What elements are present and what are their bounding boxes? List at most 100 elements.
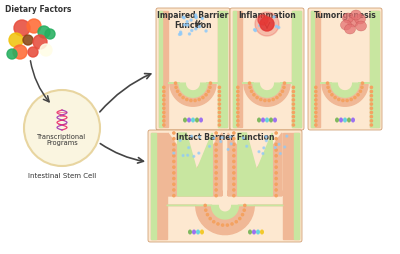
Circle shape (209, 217, 211, 220)
Circle shape (215, 183, 217, 185)
Ellipse shape (257, 118, 261, 122)
Circle shape (334, 97, 336, 99)
Circle shape (243, 209, 245, 211)
Circle shape (173, 149, 175, 151)
Circle shape (276, 25, 278, 27)
Circle shape (370, 124, 372, 126)
Circle shape (24, 90, 100, 166)
Circle shape (173, 160, 175, 163)
Circle shape (163, 103, 165, 105)
Circle shape (254, 29, 256, 31)
Ellipse shape (183, 118, 187, 122)
Circle shape (342, 99, 344, 102)
Polygon shape (168, 133, 222, 196)
Circle shape (292, 86, 294, 88)
Circle shape (213, 137, 215, 139)
Circle shape (27, 19, 41, 33)
Ellipse shape (350, 10, 362, 20)
Circle shape (215, 166, 217, 168)
Circle shape (249, 86, 251, 88)
Ellipse shape (348, 17, 358, 27)
Circle shape (173, 143, 175, 146)
Circle shape (218, 99, 220, 101)
Polygon shape (292, 11, 298, 127)
Circle shape (261, 24, 263, 26)
Circle shape (198, 98, 200, 101)
Circle shape (205, 209, 207, 211)
Circle shape (205, 30, 207, 32)
Circle shape (292, 111, 294, 114)
Ellipse shape (344, 24, 356, 34)
Circle shape (370, 90, 372, 93)
Circle shape (370, 116, 372, 118)
Circle shape (273, 16, 275, 18)
Circle shape (263, 28, 265, 30)
Ellipse shape (191, 118, 195, 122)
Circle shape (163, 124, 165, 126)
Circle shape (190, 19, 192, 21)
Polygon shape (320, 83, 370, 106)
Circle shape (218, 90, 220, 93)
Circle shape (275, 178, 277, 180)
Circle shape (275, 143, 277, 146)
Circle shape (215, 178, 217, 180)
Polygon shape (178, 133, 212, 196)
Circle shape (326, 82, 329, 84)
Circle shape (255, 12, 279, 36)
Circle shape (173, 195, 175, 197)
Circle shape (233, 166, 235, 168)
Circle shape (259, 24, 261, 26)
Circle shape (209, 146, 210, 147)
Circle shape (268, 99, 270, 102)
Polygon shape (228, 133, 282, 196)
Circle shape (163, 90, 165, 93)
Circle shape (182, 97, 184, 99)
Circle shape (258, 15, 268, 25)
Circle shape (226, 224, 228, 226)
Circle shape (188, 147, 190, 149)
Circle shape (206, 214, 208, 216)
Circle shape (207, 90, 210, 92)
Circle shape (292, 99, 294, 101)
Circle shape (276, 97, 278, 99)
Circle shape (218, 86, 220, 88)
Polygon shape (167, 205, 283, 235)
Circle shape (220, 141, 222, 142)
Polygon shape (376, 11, 379, 127)
Circle shape (163, 107, 165, 109)
Ellipse shape (351, 118, 355, 122)
Polygon shape (311, 11, 320, 127)
Circle shape (233, 183, 235, 185)
Circle shape (173, 138, 175, 140)
Ellipse shape (340, 20, 352, 30)
Circle shape (184, 24, 186, 26)
Circle shape (202, 97, 204, 99)
Circle shape (370, 99, 372, 101)
Ellipse shape (248, 230, 252, 234)
Circle shape (195, 28, 197, 30)
Circle shape (173, 178, 175, 180)
Circle shape (283, 86, 285, 88)
Ellipse shape (356, 21, 366, 31)
Text: Intact Barrier Function: Intact Barrier Function (176, 133, 274, 142)
Circle shape (186, 24, 188, 26)
Circle shape (215, 189, 217, 191)
Circle shape (198, 26, 200, 28)
Circle shape (292, 90, 294, 93)
Circle shape (237, 103, 239, 105)
Circle shape (218, 111, 220, 114)
Circle shape (233, 172, 235, 174)
Circle shape (174, 82, 177, 84)
Circle shape (233, 138, 235, 140)
Circle shape (188, 33, 190, 35)
Circle shape (315, 90, 317, 93)
Circle shape (23, 35, 33, 45)
Circle shape (233, 195, 235, 197)
Circle shape (173, 172, 175, 174)
Polygon shape (224, 11, 227, 127)
Polygon shape (151, 133, 167, 239)
Circle shape (237, 90, 239, 93)
Circle shape (370, 103, 372, 105)
Circle shape (230, 143, 232, 145)
Circle shape (222, 224, 224, 226)
